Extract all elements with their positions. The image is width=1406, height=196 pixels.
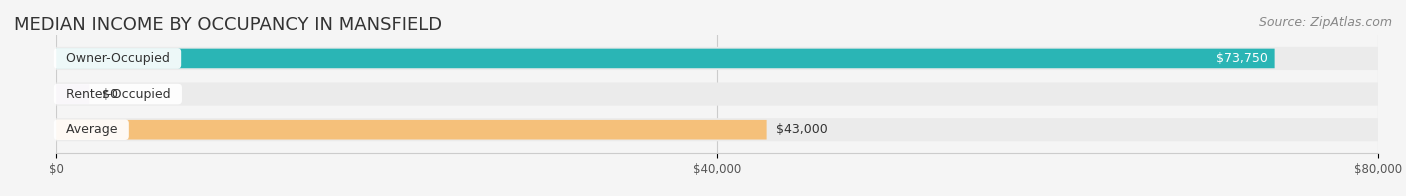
FancyBboxPatch shape	[56, 49, 1275, 68]
Text: Source: ZipAtlas.com: Source: ZipAtlas.com	[1258, 16, 1392, 29]
Text: Average: Average	[58, 123, 125, 136]
FancyBboxPatch shape	[56, 120, 766, 140]
FancyBboxPatch shape	[56, 118, 1378, 141]
Text: Renter-Occupied: Renter-Occupied	[58, 88, 179, 101]
Text: MEDIAN INCOME BY OCCUPANCY IN MANSFIELD: MEDIAN INCOME BY OCCUPANCY IN MANSFIELD	[14, 16, 441, 34]
FancyBboxPatch shape	[56, 84, 90, 104]
Text: Owner-Occupied: Owner-Occupied	[58, 52, 177, 65]
FancyBboxPatch shape	[56, 47, 1378, 70]
Text: $43,000: $43,000	[776, 123, 828, 136]
Text: $0: $0	[103, 88, 118, 101]
Text: $73,750: $73,750	[1216, 52, 1268, 65]
FancyBboxPatch shape	[56, 83, 1378, 106]
